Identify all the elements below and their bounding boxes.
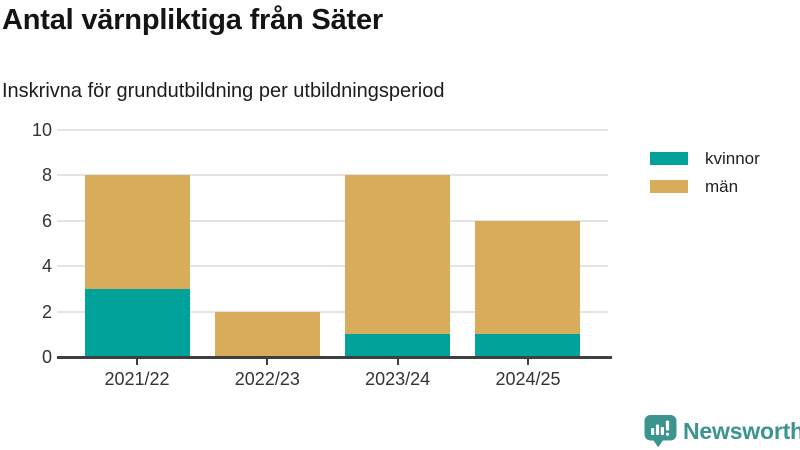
x-axis-tick-label: 2023/24 — [365, 369, 431, 389]
y-axis-tick-label: 6 — [41, 210, 52, 231]
legend-swatch-män — [650, 180, 688, 193]
bar-segment-kvinnor — [84, 288, 190, 357]
newsworthy-logo-text: Newsworthy — [683, 417, 800, 444]
legend: kvinnor män — [650, 149, 760, 205]
legend-swatch-kvinnor — [650, 152, 688, 165]
x-axis-tick — [266, 359, 269, 365]
bar-segment-kvinnor — [475, 334, 581, 357]
gridline — [57, 265, 608, 268]
x-axis-tick-label: 2021/22 — [104, 369, 170, 389]
gridline — [57, 174, 608, 177]
gridline — [57, 129, 608, 131]
y-axis-tick-label: 8 — [41, 165, 52, 186]
newsworthy-logo: Newsworthy — [644, 414, 800, 448]
plot-area: 0 2 4 6 8 10 2021/22 2022/23 2023/24 2024/25 — [32, 120, 612, 389]
x-axis-tick-label: 2024/25 — [495, 369, 561, 389]
legend-label: män — [705, 177, 739, 196]
y-axis-tick-label: 10 — [31, 120, 52, 140]
bar-segment-män — [475, 220, 581, 335]
bar-segment-män — [345, 175, 451, 335]
gridline — [57, 310, 608, 313]
chart-title: Antal värnpliktiga från Säter — [2, 4, 383, 36]
x-axis-line — [57, 356, 612, 359]
bar-segment-kvinnor — [345, 334, 451, 357]
y-axis-tick-label: 2 — [41, 301, 52, 322]
legend-item: kvinnor — [650, 149, 760, 168]
gridline — [57, 219, 608, 222]
newsworthy-icon — [644, 415, 677, 448]
x-axis-tick — [136, 359, 138, 365]
chart-subtitle: Inskrivna för grundutbildning per utbild… — [2, 80, 445, 102]
legend-label: kvinnor — [705, 149, 760, 168]
x-axis-tick — [396, 359, 399, 365]
legend-item: män — [650, 177, 760, 196]
bar-segment-män — [84, 175, 190, 289]
x-axis-tick-label: 2022/23 — [234, 369, 300, 389]
y-axis-tick-label: 0 — [41, 347, 52, 367]
bar-segment-män — [214, 311, 320, 357]
x-axis-tick — [526, 359, 529, 365]
y-axis-tick-label: 4 — [41, 256, 52, 277]
